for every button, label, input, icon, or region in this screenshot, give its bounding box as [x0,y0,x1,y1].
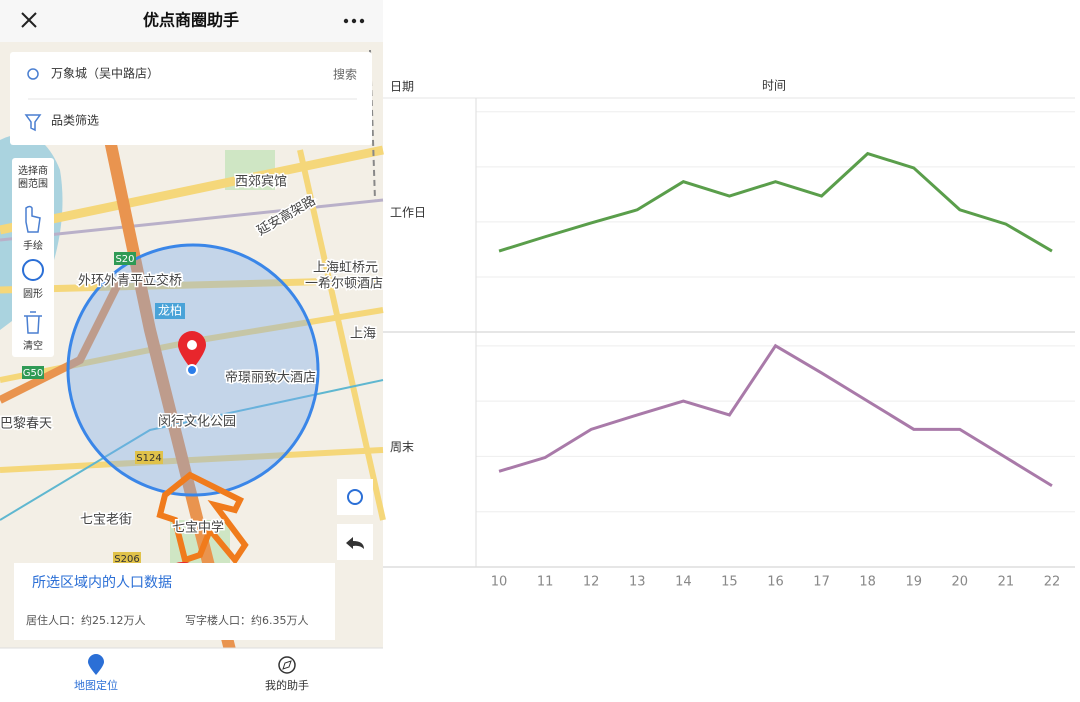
map-label: 上海 [350,327,376,342]
road-label: S206 [114,554,139,565]
top-bar: 优点商圈助手 [0,0,383,42]
app-title: 优点商圈助手 [143,11,239,30]
tool-panel [12,158,54,357]
line [498,151,1053,253]
layer-button[interactable] [337,479,373,515]
x-tick-label: 21 [998,575,1015,590]
road-label: S124 [136,453,161,464]
x-tick-label: 20 [952,575,969,590]
close-button[interactable] [21,12,37,28]
x-tick-label: 13 [629,575,646,590]
resident-population: 居住人口：约25.12万人 [26,613,146,627]
chart: 日期 时间 [390,79,786,94]
road-label: S20 [115,254,134,265]
map-label: 闵行文化公园 [158,415,236,430]
more-button[interactable] [343,18,365,24]
population-card [14,563,335,640]
tab-bar [0,648,383,698]
map-label: 上海虹桥元 [313,261,378,276]
row-label: 周末 [390,440,414,454]
tool-header: 选择商圈范围 [18,166,48,190]
map-label: 帝璟丽致大酒店 [225,370,316,386]
card-title: 所选区域内的人口数据 [32,575,172,591]
x-tick-label: 16 [767,575,784,590]
x-tick-label: 22 [1044,575,1061,590]
map-label: 一希尔顿酒店 [305,277,383,292]
x-tick-label: 17 [813,575,830,590]
tool-circle[interactable]: 圆形 [23,288,43,300]
tab-map[interactable]: 地图定位 [74,678,118,692]
row-header: 日期 [390,80,414,94]
tool-clear[interactable]: 清空 [23,339,43,352]
x-tick-label: 18 [859,575,876,590]
x-tick-label: 11 [537,575,554,590]
map-label: 龙柏 [158,303,182,318]
road-label: G50 [23,368,43,379]
x-tick-label: 15 [721,575,738,590]
map-label: 西郊宾馆 [235,174,287,190]
office-population: 写字楼人口：约6.35万人 [185,613,309,627]
map-label: 七宝老街 [80,513,132,528]
search-button[interactable]: 搜索 [333,67,357,82]
category-filter[interactable]: 品类筛选 [51,113,99,128]
map-label: 外环外青平立交桥 [78,273,182,289]
row-label: 工作日 [390,206,426,220]
x-tick-label: 10 [491,575,508,590]
tab-assistant[interactable]: 我的助手 [265,678,309,692]
x-tick-label: 19 [905,575,922,590]
map-label: 巴黎春天 [0,417,52,432]
x-tick-label: 14 [675,575,692,590]
line [498,343,1053,487]
x-tick-label: 12 [583,575,600,590]
x-axis-title: 时间 [762,79,786,93]
tool-freehand[interactable]: 手绘 [23,239,43,252]
map-label: 七宝中学 [172,520,224,536]
search-location[interactable]: 万象城（吴中路店） [51,66,159,81]
